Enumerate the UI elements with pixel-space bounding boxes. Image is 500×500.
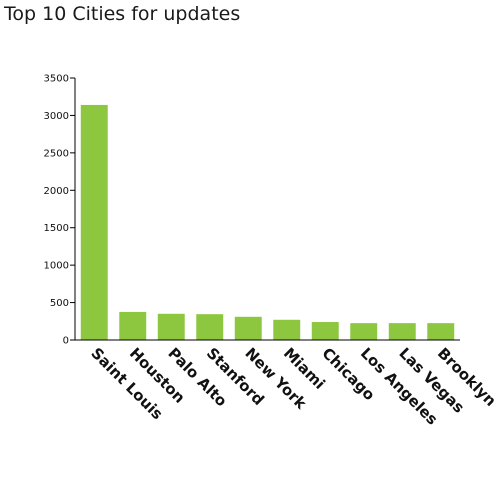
- bar-stanford: [196, 314, 224, 340]
- y-tick-label: 0: [63, 336, 69, 347]
- y-tick-label: 3500: [44, 74, 69, 85]
- y-tick-label: 2500: [44, 148, 69, 159]
- bar-palo-alto: [157, 313, 185, 340]
- y-tick-label: 2000: [44, 186, 69, 197]
- y-tick-label: 1500: [44, 223, 69, 234]
- bar-las-vegas: [388, 323, 416, 340]
- bar-series: [80, 104, 455, 340]
- bar-brooklyn: [427, 323, 455, 340]
- bar-miami: [273, 319, 301, 340]
- bar-saint-louis: [80, 104, 108, 340]
- bar-houston: [119, 311, 147, 340]
- bar-los-angeles: [350, 323, 378, 340]
- y-tick-label: 3000: [44, 111, 69, 122]
- chart-title: Top 10 Cities for updates: [4, 3, 241, 25]
- bar-new-york: [234, 316, 262, 340]
- y-axis: 0 500 1000 1500 2000 2500 3000 3500: [44, 74, 76, 347]
- y-tick-label: 1000: [44, 261, 69, 272]
- bar-chicago: [311, 322, 339, 340]
- y-tick-label: 500: [50, 298, 69, 309]
